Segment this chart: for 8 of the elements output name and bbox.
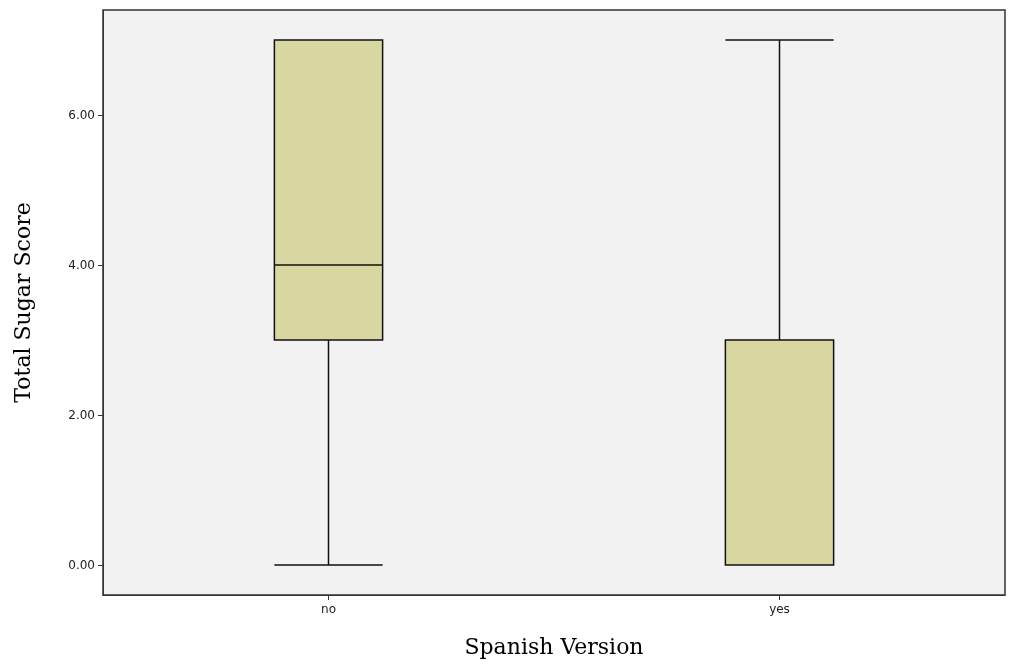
x-axis-title: Spanish Version bbox=[464, 633, 644, 659]
x-tick-label: yes bbox=[769, 602, 790, 616]
y-axis-title: Total Sugar Score bbox=[9, 202, 35, 403]
y-tick-label: 6.00 bbox=[68, 108, 95, 122]
y-tick-label: 0.00 bbox=[68, 558, 95, 572]
y-tick-label: 2.00 bbox=[68, 408, 95, 422]
y-tick-label: 4.00 bbox=[68, 258, 95, 272]
x-tick-label: no bbox=[321, 602, 336, 616]
